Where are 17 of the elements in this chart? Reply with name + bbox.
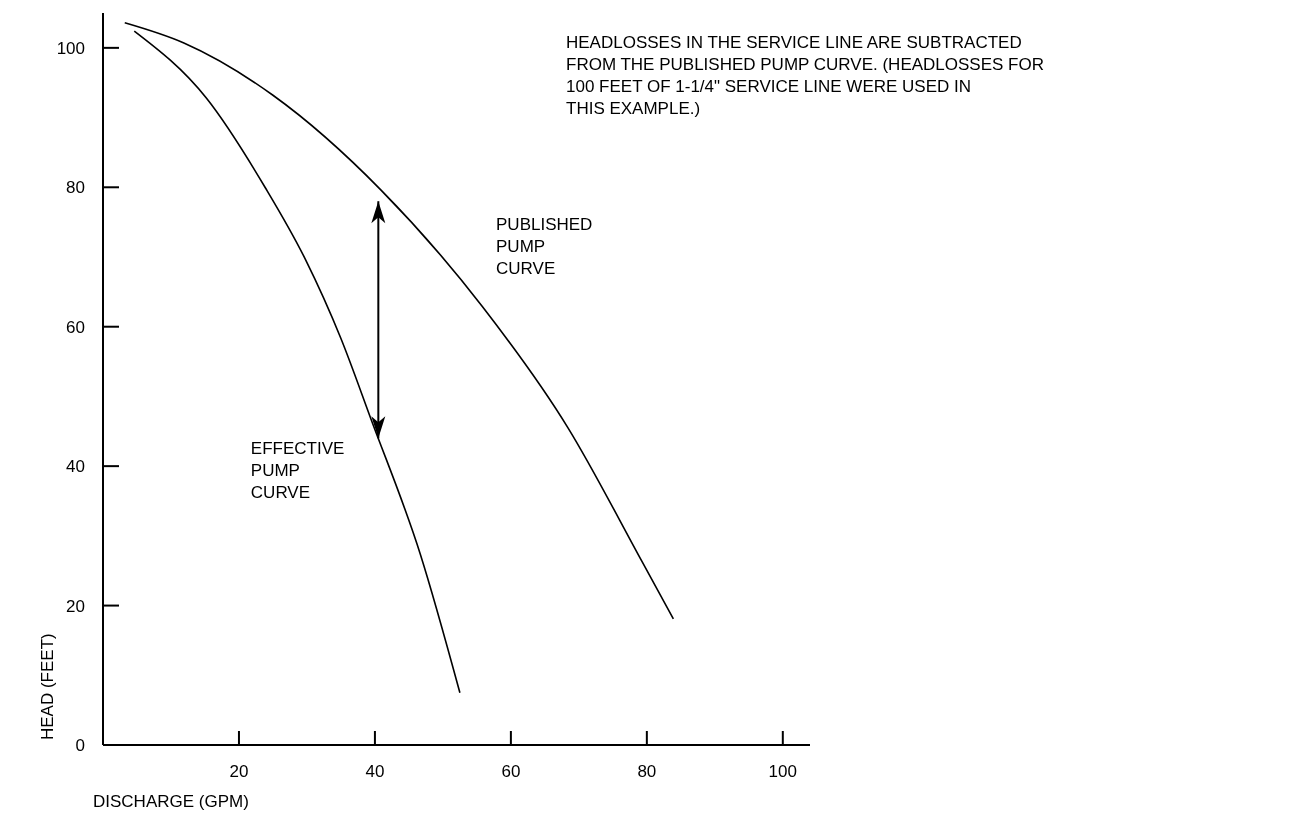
annotation: HEADLOSSES IN THE SERVICE LINE ARE SUBTRACTED FROM THE PUBLISHED PUMP CURVE. (HEADLOSSES FOR 100 FEET OF 1-1/4" SERVICE LINE WERE USED IN THIS EXAMPLE.) <box>566 33 1044 118</box>
y-axis-title: HEAD (FEET) <box>38 633 57 740</box>
x-axis-title: DISCHARGE (GPM) <box>93 792 249 811</box>
x-tick-label: 100 <box>768 762 797 781</box>
x-tick-label: 40 <box>365 762 385 781</box>
y-tick-label: 100 <box>56 38 85 58</box>
y-tick-label: 40 <box>66 457 85 477</box>
x-tick-label: 80 <box>637 762 657 781</box>
series-label: PUBLISHED PUMP CURVE <box>496 215 593 279</box>
line-series <box>133 30 461 694</box>
x-tick-label: 20 <box>229 762 249 781</box>
series-label: EFFECTIVE PUMP CURVE <box>250 438 345 502</box>
y-tick-label: 20 <box>66 596 85 616</box>
y-tick-label: 0 <box>75 736 85 755</box>
y-tick-label: 60 <box>66 317 85 337</box>
x-tick-label: 60 <box>501 762 521 781</box>
y-tick-label: 80 <box>66 178 85 198</box>
